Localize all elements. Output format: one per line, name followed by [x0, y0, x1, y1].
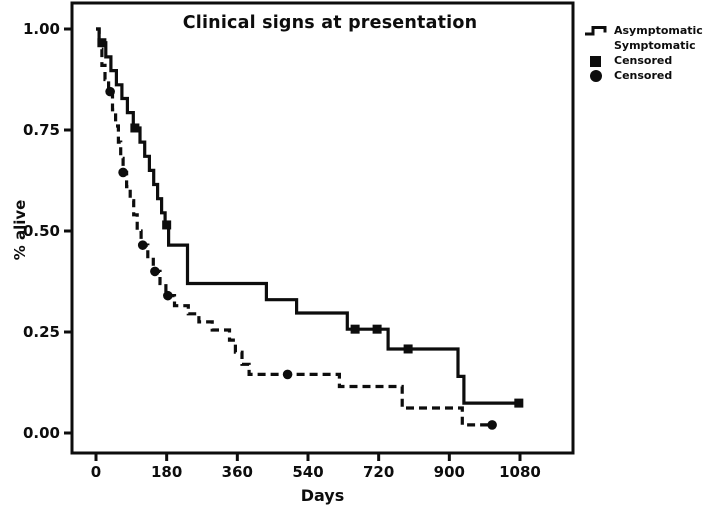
legend-label: Symptomatic — [614, 39, 696, 52]
symptomatic-curve — [96, 27, 493, 427]
censored-square-marker — [372, 324, 382, 334]
x-tick-label: 360 — [222, 463, 253, 481]
legend-label: Censored — [614, 54, 673, 67]
legend-item-censored-circle: Censored — [584, 69, 703, 83]
y-tick-label: 1.00 — [23, 20, 60, 38]
legend-item-censored-square: Censored — [584, 54, 703, 68]
y-tick-label: 0.50 — [23, 222, 60, 240]
x-tick-label: 0 — [91, 463, 101, 481]
censored-square-marker — [162, 220, 172, 230]
censored-circle-marker — [163, 290, 173, 301]
censored-circle-marker — [487, 420, 497, 430]
asymptomatic-curve — [96, 27, 520, 405]
dashed-step-line-icon — [584, 26, 614, 53]
plot-frame — [70, 1, 575, 455]
censored-circle-marker — [137, 240, 148, 250]
x-tick-label: 180 — [151, 463, 182, 481]
censored-square-marker — [350, 324, 360, 334]
x-axis-label: Days — [300, 486, 345, 505]
y-tick-label: 0.00 — [23, 424, 60, 442]
censored-square-marker — [97, 38, 107, 48]
censored-circle-marker — [282, 369, 293, 380]
legend-item-symptomatic: Symptomatic — [584, 26, 703, 53]
censored-circle-marker — [118, 167, 128, 178]
axis-ticks: 0 180 360 540 720 900 1080 1.00 0.75 0.50 0.25 0.00 — [23, 20, 541, 481]
legend-label: Censored — [614, 69, 673, 82]
censored-circle-marker — [150, 266, 160, 277]
censored-square-marker — [403, 344, 413, 354]
filled-square-icon — [584, 54, 614, 68]
x-tick-label: 720 — [363, 463, 394, 481]
chart-title: Clinical signs at presentation — [182, 13, 478, 33]
legend-label: Asymptomatic — [614, 24, 703, 37]
y-axis-label: % alive — [11, 199, 29, 261]
censored-square-marker — [514, 398, 524, 408]
censored-circle-marker — [105, 86, 115, 97]
censored-markers — [97, 38, 524, 430]
x-tick-label: 900 — [434, 463, 465, 481]
legend: Asymptomatic Symptomatic Censored Censor… — [584, 24, 703, 83]
x-tick-label: 1080 — [499, 463, 541, 481]
x-tick-label: 540 — [292, 463, 323, 481]
filled-circle-icon — [584, 69, 614, 83]
y-tick-label: 0.75 — [23, 121, 60, 139]
y-tick-label: 0.25 — [23, 323, 60, 341]
survival-curves — [96, 27, 520, 427]
censored-square-marker — [130, 123, 140, 133]
